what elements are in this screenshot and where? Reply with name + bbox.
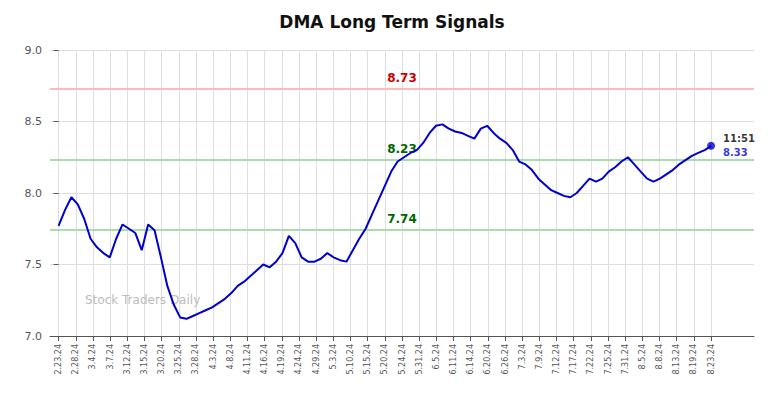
svg-text:7.12.24: 7.12.24: [552, 344, 561, 375]
svg-text:7.0: 7.0: [25, 330, 43, 343]
svg-text:8.19.24: 8.19.24: [689, 344, 698, 375]
svg-text:3.28.24: 3.28.24: [191, 344, 200, 375]
svg-text:7.74: 7.74: [387, 212, 417, 226]
svg-text:4.19.24: 4.19.24: [277, 344, 286, 375]
svg-text:6.5.24: 6.5.24: [432, 344, 441, 369]
svg-text:7.17.24: 7.17.24: [569, 344, 578, 375]
svg-text:11:51: 11:51: [723, 133, 755, 144]
svg-text:Stock Traders Daily: Stock Traders Daily: [85, 293, 200, 307]
svg-text:8.23.24: 8.23.24: [707, 344, 716, 375]
svg-text:2.23.24: 2.23.24: [54, 344, 63, 375]
svg-text:2.28.24: 2.28.24: [71, 344, 80, 375]
svg-text:6.11.24: 6.11.24: [449, 344, 458, 375]
svg-text:7.22.24: 7.22.24: [586, 344, 595, 375]
svg-text:9.0: 9.0: [25, 44, 43, 57]
svg-text:8.73: 8.73: [387, 71, 417, 85]
svg-text:8.5: 8.5: [25, 115, 43, 128]
svg-text:8.23: 8.23: [387, 142, 417, 156]
svg-text:8.13.24: 8.13.24: [672, 344, 681, 375]
svg-text:8.5.24: 8.5.24: [638, 344, 647, 369]
svg-text:4.24.24: 4.24.24: [294, 344, 303, 375]
svg-text:6.26.24: 6.26.24: [501, 344, 510, 375]
svg-text:DMA Long Term Signals: DMA Long Term Signals: [279, 12, 504, 32]
svg-text:7.31.24: 7.31.24: [621, 344, 630, 375]
svg-text:6.20.24: 6.20.24: [483, 344, 492, 375]
svg-text:3.4.24: 3.4.24: [88, 344, 97, 369]
svg-text:4.3.24: 4.3.24: [209, 344, 218, 369]
svg-text:8.33: 8.33: [723, 147, 748, 158]
svg-text:3.25.24: 3.25.24: [174, 344, 183, 375]
svg-text:7.3.24: 7.3.24: [518, 344, 527, 369]
svg-text:5.20.24: 5.20.24: [380, 344, 389, 375]
svg-text:7.5: 7.5: [25, 258, 43, 271]
svg-text:4.16.24: 4.16.24: [260, 344, 269, 375]
svg-text:6.14.24: 6.14.24: [466, 344, 475, 375]
svg-text:3.15.24: 3.15.24: [140, 344, 149, 375]
svg-text:4.11.24: 4.11.24: [243, 344, 252, 375]
svg-text:5.3.24: 5.3.24: [329, 344, 338, 369]
svg-text:7.25.24: 7.25.24: [604, 344, 613, 375]
svg-text:3.20.24: 3.20.24: [157, 344, 166, 375]
svg-text:4.8.24: 4.8.24: [226, 344, 235, 369]
svg-text:5.15.24: 5.15.24: [363, 344, 372, 375]
svg-text:5.24.24: 5.24.24: [398, 344, 407, 375]
svg-text:5.31.24: 5.31.24: [415, 344, 424, 375]
svg-text:3.7.24: 3.7.24: [106, 344, 115, 369]
svg-text:8.0: 8.0: [25, 187, 43, 200]
svg-text:4.29.24: 4.29.24: [312, 344, 321, 375]
svg-text:5.10.24: 5.10.24: [346, 344, 355, 375]
svg-text:3.12.24: 3.12.24: [123, 344, 132, 375]
svg-text:7.9.24: 7.9.24: [535, 344, 544, 369]
svg-text:8.8.24: 8.8.24: [655, 344, 664, 369]
